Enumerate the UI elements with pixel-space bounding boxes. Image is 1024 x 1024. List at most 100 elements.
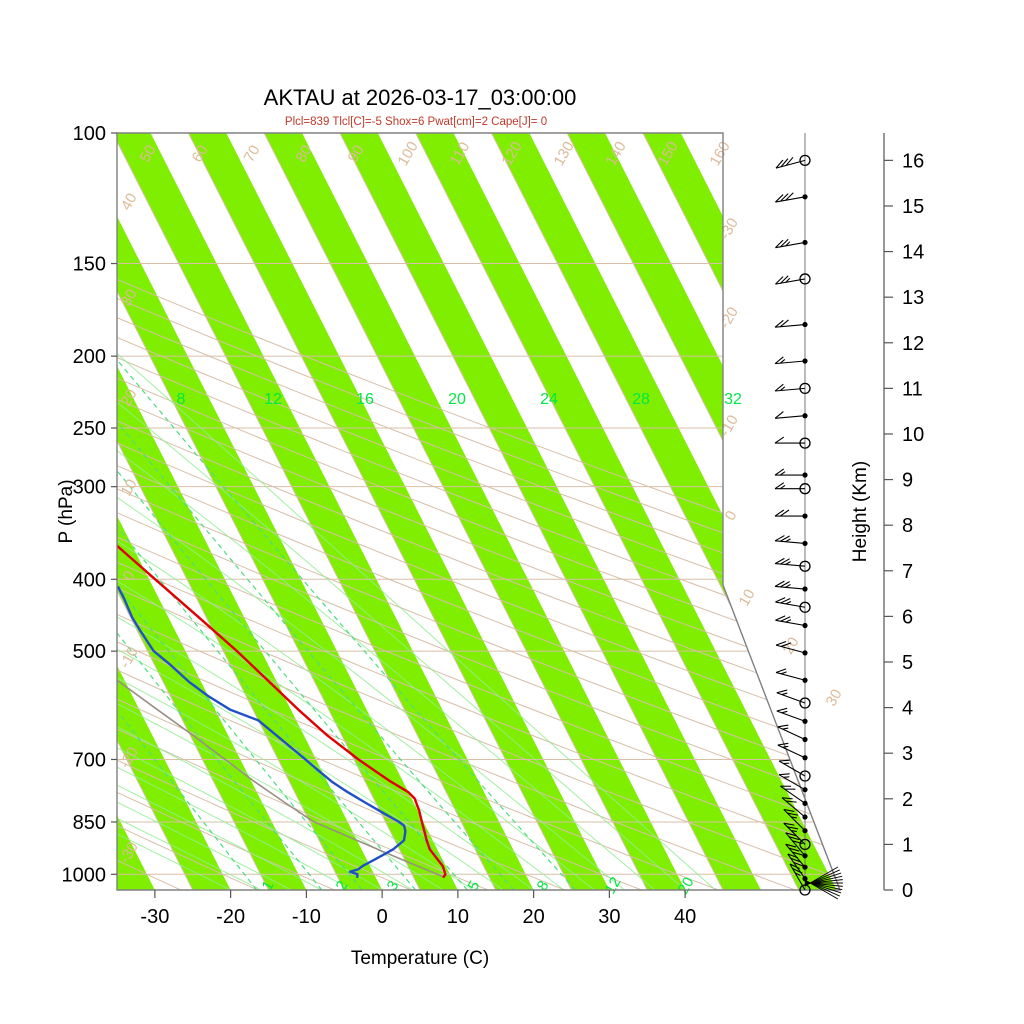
height-tick-label: 14 (902, 242, 924, 264)
moist-adiabat-label: 24 (540, 391, 558, 408)
wind-barb (774, 557, 811, 572)
temperature-tick-label: 10 (447, 906, 469, 928)
height-tick-label: 8 (902, 515, 913, 537)
pressure-tick-label: 150 (73, 254, 106, 276)
profile-parcel (117, 578, 445, 878)
mixing-ratio-label: 3 (384, 878, 403, 894)
pressure-axis: 100 150 200 250 300 400 500 700 850 1000 P (hPa) (56, 123, 117, 886)
wind-barb (778, 773, 808, 793)
wind-barb (774, 509, 808, 519)
wind-barb (775, 615, 808, 629)
wind-barb (804, 879, 839, 900)
wind-barb (775, 154, 811, 169)
height-tick-label: 4 (902, 698, 913, 720)
moist-adiabat-label: 8 (177, 391, 186, 408)
pressure-tick-label: 1000 (62, 864, 107, 886)
height-tick-label: 11 (902, 378, 923, 400)
height-tick-label: 15 (902, 196, 924, 218)
pressure-tick-label: 400 (73, 569, 106, 591)
dry-adiabat-label: 30 (118, 286, 141, 309)
height-tick-label: 16 (902, 150, 924, 172)
grid-lines (117, 133, 840, 890)
height-tick-label: 13 (902, 287, 924, 309)
pressure-tick-label: 100 (73, 123, 106, 145)
wind-barb (774, 356, 808, 365)
wind-barb (774, 319, 808, 328)
dry-adiabat-label: 50 (137, 142, 160, 165)
wind-barb (774, 482, 811, 495)
dry-adiabat-label: -20 (716, 304, 742, 331)
height-tick-label: 6 (902, 606, 913, 628)
dry-adiabat-label: 20 (118, 386, 141, 409)
plot-frame (116, 132, 842, 891)
wind-barb (774, 436, 811, 449)
temperature-tick-label: 20 (523, 906, 545, 928)
dry-adiabat-label: 60 (189, 142, 212, 165)
temperature-tick-label: 40 (674, 906, 696, 928)
dry-adiabat-label: 70 (241, 142, 264, 165)
moist-adiabat-label: 20 (448, 391, 466, 408)
wind-barb (774, 382, 811, 395)
temperature-tick-label: -10 (292, 906, 321, 928)
height-axis-label: Height (Km) (850, 461, 871, 562)
wind-barb (776, 707, 808, 724)
dry-adiabat-label: 0 (722, 508, 741, 524)
wind-barb (775, 192, 808, 203)
dry-adiabat-label: 160 (706, 139, 733, 169)
height-tick-label: 3 (902, 743, 913, 765)
wind-barb (775, 597, 811, 613)
wind-barb (775, 273, 811, 285)
wind-barb (774, 580, 808, 592)
pressure-tick-label: 700 (73, 749, 106, 771)
wind-barb (775, 238, 808, 249)
mixing-ratio-lines (117, 263, 577, 890)
dry-adiabat-label: 10 (118, 476, 141, 499)
height-tick-label: 10 (902, 424, 924, 446)
wind-barb (774, 468, 808, 478)
dry-adiabat-label: 30 (823, 686, 846, 709)
pressure-axis-label: P (hPa) (56, 479, 77, 543)
chart-title: AKTAU at 2026-03-17_03:00:00 (264, 85, 577, 110)
dry-adiabat-label: -10 (116, 644, 142, 671)
pressure-tick-label: 300 (73, 477, 106, 499)
temperature-axis-label: Temperature (C) (351, 948, 489, 969)
pressure-tick-label: 850 (73, 812, 106, 834)
pressure-tick-label: 500 (73, 641, 106, 663)
wind-barb (775, 641, 808, 656)
wind-barb (778, 759, 811, 782)
height-tick-label: 9 (902, 470, 913, 492)
wind-barb (781, 797, 808, 820)
mixing-ratio-label: 8 (534, 878, 553, 894)
dry-adiabat-label: 90 (345, 142, 368, 165)
height-tick-label: 0 (902, 880, 913, 902)
height-tick-label: 2 (902, 789, 913, 811)
height-tick-label: 5 (902, 652, 913, 674)
pressure-tick-label: 250 (73, 418, 106, 440)
moist-adiabat-label: 32 (724, 391, 742, 408)
dry-adiabat-label: 40 (118, 190, 141, 213)
height-tick-label: 1 (902, 834, 913, 856)
temperature-tick-label: -30 (140, 906, 169, 928)
dry-adiabat-label: 10 (736, 586, 759, 609)
wind-barb (774, 411, 808, 419)
moist-adiabat-label: 28 (632, 391, 650, 408)
wind-barb (777, 724, 808, 743)
chart-subtitle: Plcl=839 Tlcl[C]=-5 Shox=6 Pwat[cm]=2 Ca… (285, 116, 547, 128)
wind-barb (785, 832, 808, 859)
wind-barb (785, 843, 808, 870)
temperature-tick-label: -20 (216, 906, 245, 928)
wind-barb (783, 808, 808, 834)
wind-barb (776, 689, 811, 709)
moist-adiabat-label: 12 (264, 391, 282, 408)
wind-barb (774, 535, 808, 547)
height-tick-label: 12 (902, 333, 924, 355)
dry-adiabats (117, 138, 840, 890)
profile-temperature (117, 168, 447, 879)
dry-adiabat-label: 20 (780, 634, 803, 657)
wind-barb (777, 742, 808, 761)
pressure-tick-label: 200 (73, 346, 106, 368)
profile-dewpoint (117, 156, 407, 879)
